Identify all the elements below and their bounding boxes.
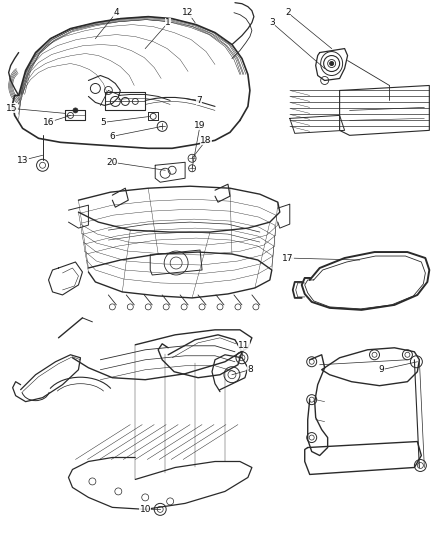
Text: 4: 4 xyxy=(113,8,119,17)
Text: 9: 9 xyxy=(378,365,385,374)
Text: 7: 7 xyxy=(196,96,202,105)
Text: 20: 20 xyxy=(106,158,118,167)
Text: 8: 8 xyxy=(247,365,253,374)
Text: 5: 5 xyxy=(100,118,106,127)
Text: 16: 16 xyxy=(43,118,54,127)
Text: 18: 18 xyxy=(200,136,212,145)
Text: 1: 1 xyxy=(165,18,171,27)
Text: 3: 3 xyxy=(269,18,275,27)
Text: 15: 15 xyxy=(6,104,18,113)
Circle shape xyxy=(73,108,78,113)
Text: 13: 13 xyxy=(17,156,28,165)
Circle shape xyxy=(330,61,334,66)
Text: 12: 12 xyxy=(182,8,194,17)
Text: 19: 19 xyxy=(194,121,206,130)
Text: 2: 2 xyxy=(285,8,290,17)
Text: 17: 17 xyxy=(282,254,293,263)
Text: 10: 10 xyxy=(139,505,151,514)
Text: 11: 11 xyxy=(238,341,250,350)
Text: 6: 6 xyxy=(110,132,115,141)
